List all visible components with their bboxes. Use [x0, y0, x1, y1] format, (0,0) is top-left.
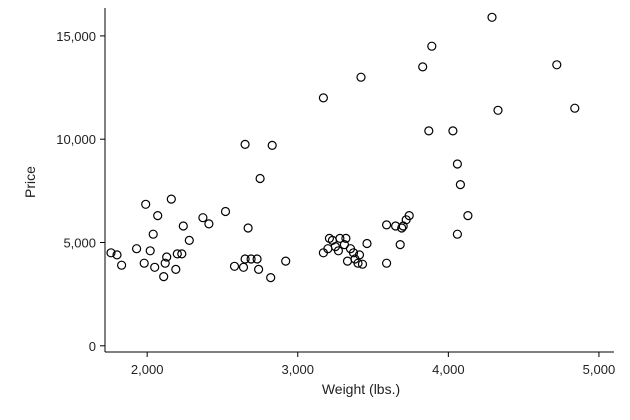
data-point [342, 256, 353, 266]
data-point [339, 240, 349, 250]
x-axis-ticks: 2,000 3,000 4,000 5,000 [131, 352, 615, 377]
data-point [427, 41, 437, 51]
data-point [240, 139, 250, 149]
data-point [243, 223, 253, 233]
data-point [162, 252, 172, 262]
data-point [404, 211, 414, 221]
data-point [348, 248, 359, 258]
data-point [171, 264, 181, 274]
y-tick-label: 15,000 [56, 29, 96, 44]
data-point [463, 211, 473, 221]
y-tick-label: 10,000 [56, 132, 96, 147]
data-point [254, 264, 264, 274]
x-tick-label: 2,000 [131, 362, 164, 377]
data-point [397, 223, 407, 233]
data-point [452, 159, 462, 169]
data-point [552, 60, 562, 70]
data-point [153, 211, 163, 221]
data-point [166, 194, 176, 204]
data-point [448, 126, 458, 136]
data-point [160, 258, 170, 268]
data-point [333, 246, 343, 256]
y-tick-label: 5,000 [63, 235, 96, 250]
x-tick-label: 5,000 [583, 362, 616, 377]
data-point [281, 256, 291, 266]
data-point [341, 233, 351, 243]
data-point [240, 254, 250, 264]
data-point [424, 126, 434, 136]
data-point [184, 235, 194, 245]
data-point [418, 62, 428, 72]
data-point [220, 206, 231, 217]
x-tick-label: 3,000 [281, 362, 314, 377]
data-point [139, 258, 149, 268]
data-point [148, 229, 158, 239]
data-point [395, 240, 405, 250]
x-tick-label: 4,000 [432, 362, 465, 377]
data-point [150, 262, 160, 272]
data-point [356, 72, 366, 82]
data-point [177, 249, 187, 259]
y-tick-label: 0 [89, 339, 96, 354]
data-point [116, 260, 127, 270]
data-point [570, 103, 580, 113]
data-point [106, 248, 116, 258]
data-point [252, 254, 262, 264]
points-layer [106, 12, 580, 283]
data-point [255, 173, 265, 184]
data-point [487, 12, 497, 22]
data-point [246, 254, 256, 264]
data-point [141, 199, 151, 209]
data-point [238, 262, 249, 272]
data-point [198, 213, 208, 223]
data-point [335, 233, 345, 243]
data-point [159, 272, 169, 282]
data-point [362, 238, 372, 249]
data-point [452, 229, 462, 239]
data-point [318, 93, 328, 103]
y-axis-title: Price [22, 166, 38, 198]
data-point [112, 250, 122, 260]
data-point [493, 105, 503, 115]
data-point [357, 259, 368, 269]
data-point [266, 273, 276, 283]
data-point [178, 221, 188, 231]
data-point [455, 180, 465, 190]
y-axis-ticks: 0 5,000 10,000 15,000 [56, 29, 105, 354]
data-point [172, 249, 182, 259]
data-point [132, 244, 142, 254]
data-point [382, 258, 392, 268]
data-point [354, 250, 365, 260]
data-point [382, 220, 392, 230]
data-point [204, 219, 214, 229]
x-axis-title: Weight (lbs.) [322, 381, 400, 397]
data-point [145, 246, 155, 256]
data-point [267, 140, 277, 150]
data-point [229, 261, 240, 271]
